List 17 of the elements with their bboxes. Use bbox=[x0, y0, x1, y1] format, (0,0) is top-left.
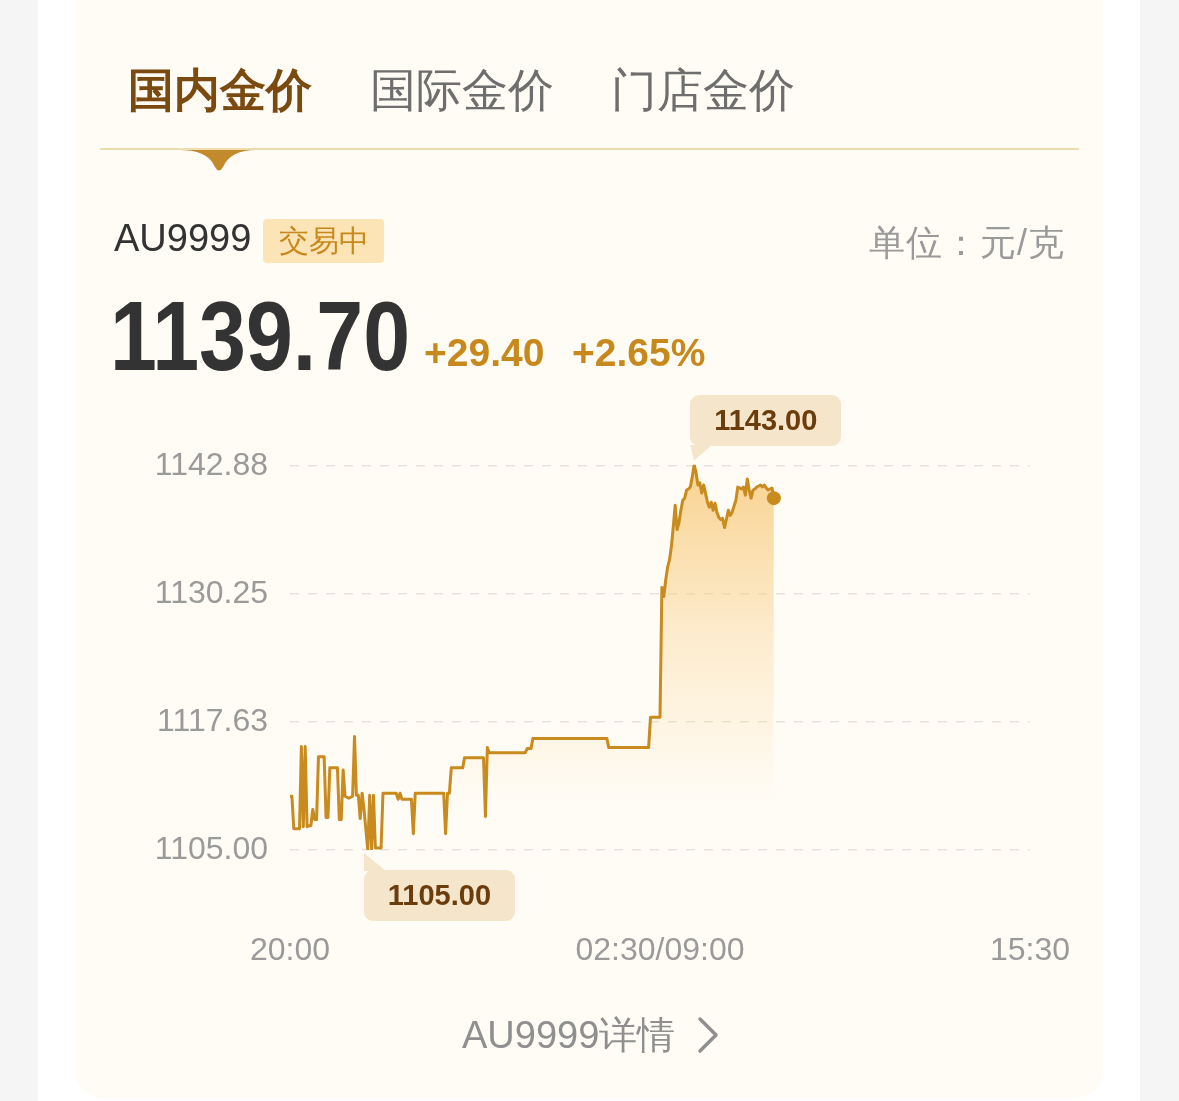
text: 1139.70 bbox=[110, 281, 411, 391]
y-tick-label: 1142.88 bbox=[154, 445, 268, 482]
text: 门店金价 bbox=[611, 64, 795, 116]
y-tick-label: 1117.63 bbox=[157, 701, 268, 738]
text: +29.40 bbox=[424, 331, 545, 374]
x-tick-label: 20:00 bbox=[249, 931, 331, 968]
text: AU9999 bbox=[114, 217, 252, 259]
y-tick-label: 1130.25 bbox=[154, 573, 268, 610]
x-tick-label: 02:30/09:00 bbox=[575, 931, 745, 968]
text: +2.65% bbox=[572, 331, 706, 374]
text: AU9999详情 bbox=[462, 1014, 676, 1056]
text: 国内金价 bbox=[128, 64, 312, 116]
y-tick-label: 1105.00 bbox=[154, 829, 268, 866]
x-tick-label: 15:30 bbox=[989, 931, 1071, 968]
text: 国际金价 bbox=[370, 64, 554, 116]
status-badge: 交易中 bbox=[263, 219, 384, 263]
text: 单位：元/克 bbox=[868, 222, 1065, 263]
